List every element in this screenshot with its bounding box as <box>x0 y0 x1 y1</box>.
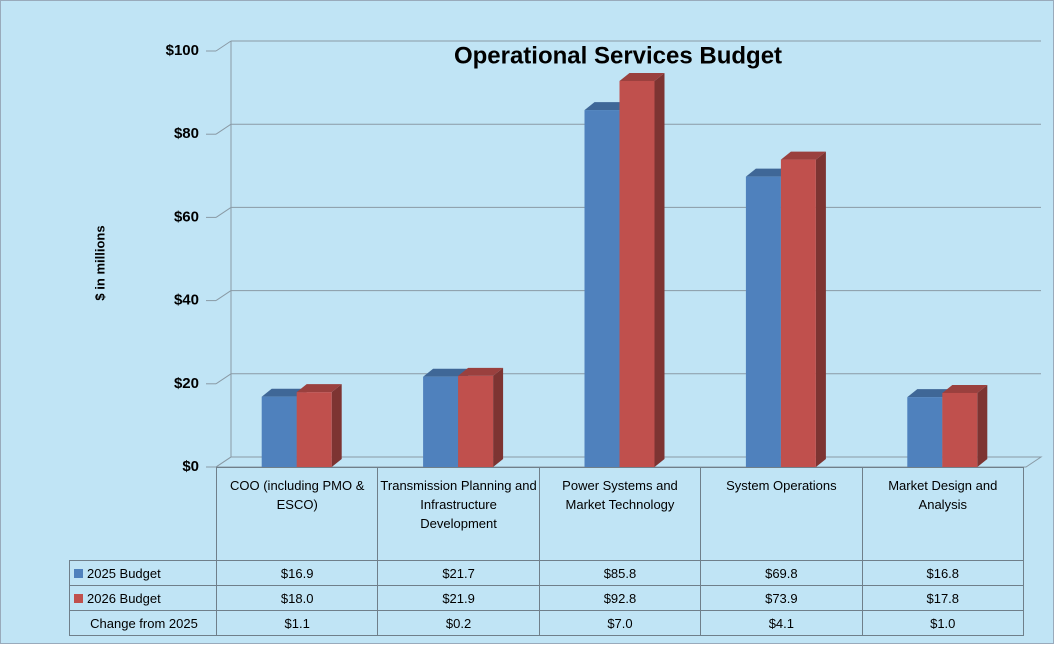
y-tick-label: $20 <box>174 375 199 392</box>
table-corner <box>70 468 217 561</box>
table-cell: $69.8 <box>700 560 863 586</box>
table-cell: $85.8 <box>538 560 702 586</box>
table-cell: $1.0 <box>861 610 1024 636</box>
table-row: 2026 Budget $18.0 $21.9 $92.8 $73.9 $17.8 <box>69 585 1024 611</box>
bar <box>423 376 459 467</box>
bar-top <box>619 72 665 81</box>
bar-side <box>815 151 826 468</box>
table-row: COO (including PMO & ESCO) Transmission P… <box>70 467 1024 561</box>
table-cell: $17.8 <box>861 585 1024 611</box>
table-cell: $21.9 <box>377 585 540 611</box>
bar <box>745 176 781 467</box>
row-header: Change from 2025 <box>69 610 217 636</box>
bar-side <box>331 384 342 467</box>
bar-top <box>907 389 953 398</box>
table-cell: $16.8 <box>861 560 1024 586</box>
bar-top <box>423 368 469 377</box>
x-tick-label: Market Design and Analysis <box>861 467 1024 561</box>
table-row: Change from 2025 $1.1 $0.2 $7.0 $4.1 $1.0 <box>69 610 1024 636</box>
bar-top <box>942 384 988 393</box>
table-cell: $18.0 <box>215 585 379 611</box>
data-table: COO (including PMO & ESCO) Transmission P… <box>69 467 1024 636</box>
x-tick-label: Power Systems and Market Technology <box>538 467 702 561</box>
legend-label: 2026 Budget <box>87 590 161 606</box>
y-tick-label: $80 <box>174 125 199 142</box>
table-cell: $92.8 <box>538 585 702 611</box>
legend-entry: 2026 Budget <box>69 585 217 611</box>
table-cell: $16.9 <box>215 560 379 586</box>
bar-top <box>261 388 307 397</box>
x-tick-label: Transmission Planning and Infrastructure… <box>377 467 540 561</box>
bar <box>619 80 655 468</box>
bar-top <box>584 102 630 111</box>
table-cell: $4.1 <box>700 610 863 636</box>
grid-line <box>215 206 232 218</box>
y-tick-label: $0 <box>182 458 199 475</box>
table-row: 2025 Budget $16.9 $21.7 $85.8 $69.8 $16.8 <box>69 560 1024 586</box>
bar <box>780 159 816 468</box>
x-tick-label: COO (including PMO & ESCO) <box>215 467 379 561</box>
bar-top <box>458 367 504 376</box>
y-axis-label: $ in millions <box>92 225 107 300</box>
y-tick-label: $100 <box>166 42 199 59</box>
chart-title: Operational Services Budget <box>454 42 782 69</box>
bar-top <box>780 151 826 160</box>
grid-line <box>215 290 232 302</box>
bar <box>296 392 332 467</box>
bar-top <box>745 168 791 177</box>
grid-line <box>215 456 232 468</box>
grid-line <box>215 373 232 385</box>
bar <box>584 110 620 468</box>
bar <box>458 375 494 467</box>
bar <box>942 392 978 467</box>
table-cell: $21.7 <box>377 560 540 586</box>
x-tick-label: System Operations <box>700 467 863 561</box>
bar-top <box>296 384 342 393</box>
table-cell: $7.0 <box>538 610 702 636</box>
table-cell: $0.2 <box>377 610 540 636</box>
table-cell: $73.9 <box>700 585 863 611</box>
legend-swatch <box>74 568 83 578</box>
bar-side <box>977 384 988 467</box>
grid-line <box>215 123 232 135</box>
bar-side <box>654 72 665 468</box>
legend-label: 2025 Budget <box>87 565 161 581</box>
y-tick-label: $60 <box>174 208 199 225</box>
legend-swatch <box>74 593 83 603</box>
bar <box>907 397 943 467</box>
bar <box>261 396 297 467</box>
table-cell: $1.1 <box>215 610 379 636</box>
grid-line <box>215 40 232 52</box>
legend-entry: 2025 Budget <box>69 560 217 586</box>
bar-side <box>493 367 504 467</box>
y-tick-label: $40 <box>174 292 199 309</box>
